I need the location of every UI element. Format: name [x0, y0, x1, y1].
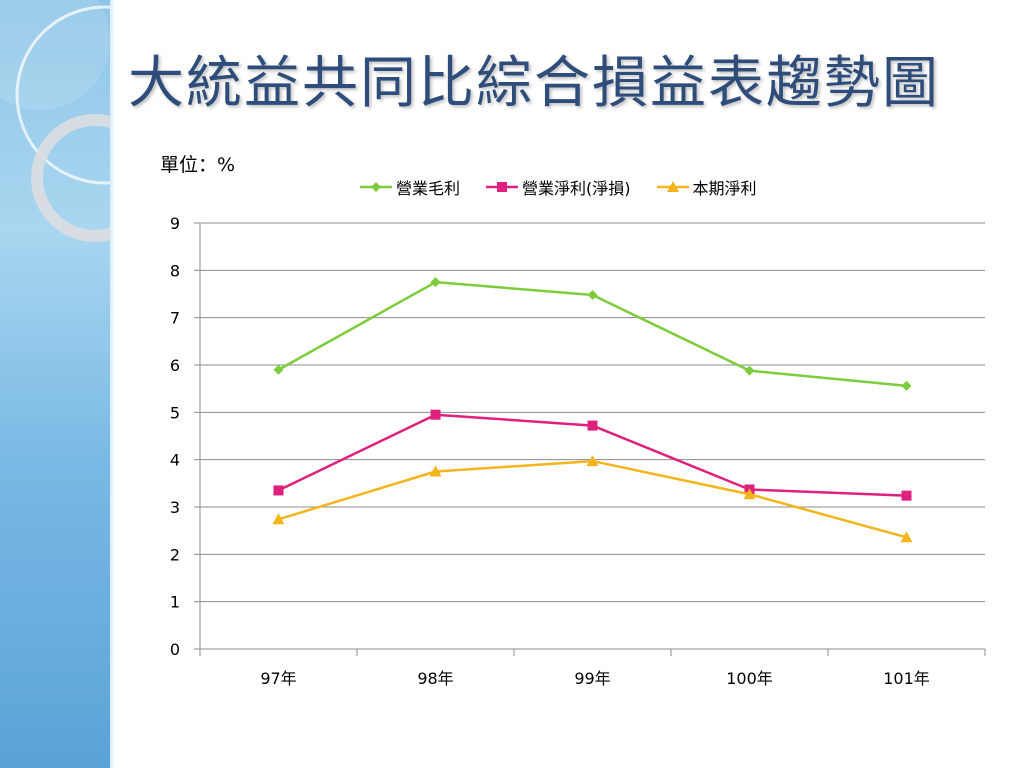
x-tick-label: 100年	[726, 669, 773, 688]
legend-label: 營業毛利	[396, 179, 461, 198]
x-tick-label: 97年	[260, 669, 296, 688]
legend-label: 營業淨利(淨損)	[522, 179, 631, 198]
decorative-side-panel	[0, 0, 113, 768]
data-point-triangle	[272, 513, 285, 525]
data-point-diamond	[430, 277, 441, 288]
y-tick-label: 0	[170, 640, 180, 659]
data-point-triangle	[586, 455, 599, 467]
data-point-square	[430, 409, 441, 420]
slide-title: 大統益共同比綜合損益表趨勢圖	[128, 51, 940, 116]
y-tick-label: 5	[170, 403, 180, 422]
decorative-rings	[0, 0, 113, 242]
legend-item-net-income: 本期淨利	[656, 175, 757, 199]
y-tick-label: 8	[170, 261, 180, 280]
y-tick-label: 1	[170, 593, 180, 612]
data-point-diamond	[744, 365, 755, 376]
x-tick-label: 101年	[883, 669, 930, 688]
data-point-triangle	[743, 488, 756, 500]
data-point-triangle	[900, 531, 913, 543]
unit-label: 單位：%	[160, 154, 236, 176]
data-point-diamond	[587, 289, 598, 300]
series-line	[278, 459, 907, 539]
legend-label: 本期淨利	[692, 179, 757, 198]
chart-legend: 營業毛利 營業淨利(淨損) 本期淨利	[360, 175, 757, 199]
y-tick-label: 2	[170, 545, 180, 564]
legend-item-gross-profit: 營業毛利	[360, 175, 460, 199]
y-tick-label: 3	[170, 498, 180, 517]
data-point-diamond	[901, 380, 912, 391]
y-tick-label: 7	[170, 309, 180, 328]
legend-marker-triangle-icon	[656, 181, 689, 192]
data-point-triangle	[429, 465, 442, 477]
data-point-square	[587, 420, 598, 431]
y-tick-label: 4	[170, 451, 180, 470]
data-point-diamond	[273, 364, 284, 375]
data-point-square	[273, 485, 284, 496]
legend-marker-square-icon	[486, 182, 519, 192]
x-tick-label: 98年	[417, 669, 453, 688]
x-tick-label: 99年	[574, 669, 610, 688]
legend-item-operating-profit: 營業淨利(淨損)	[486, 175, 631, 199]
y-tick-label: 9	[170, 214, 180, 233]
y-tick-label: 6	[170, 356, 180, 375]
data-point-square	[901, 490, 912, 501]
side-panel-edge	[110, 0, 115, 768]
legend-marker-diamond-icon	[360, 182, 392, 192]
